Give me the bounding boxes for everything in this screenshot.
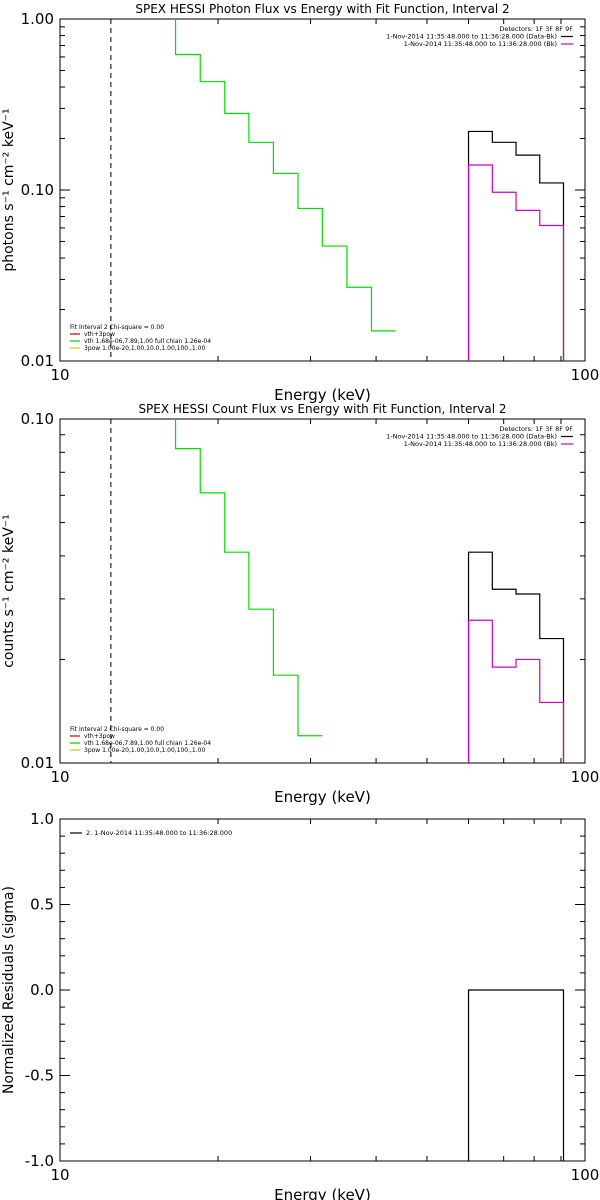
legend: Detectors: 1F 3F 8F 9F1-Nov-2014 11:35:4… (386, 425, 573, 448)
fit-info-line: vth+3pow (84, 733, 115, 740)
x-tick-label: 10 (50, 768, 69, 786)
legend-entry-label: 1-Nov-2014 11:35:48.000 to 11:36:28.000 … (386, 33, 557, 41)
series-model (174, 419, 323, 737)
legend: 2. 1-Nov-2014 11:35:48.000 to 11:36:28.0… (70, 829, 232, 837)
y-tick-label: 1.00 (21, 10, 54, 28)
y-tick-label: -0.5 (25, 1067, 54, 1085)
series-data (467, 551, 565, 763)
y-tick-label: 1.0 (30, 810, 54, 828)
chart-2: SPEX HESSI Count Flux vs Energy with Fit… (1, 402, 600, 806)
series-line-residuals (467, 989, 565, 1161)
x-axis-label: Energy (keV) (274, 788, 371, 806)
legend-entry-label: 2. 1-Nov-2014 11:35:48.000 to 11:36:28.0… (86, 829, 232, 837)
fit-info-line: vth 1.68e-06,7.89,1.00 full chian 1.26e-… (84, 338, 211, 345)
y-tick-label: 0.01 (21, 754, 54, 772)
series-line-model (174, 19, 396, 332)
y-axis-label: photons s⁻¹ cm⁻² keV⁻¹ (1, 108, 17, 271)
fit-info: Fit Interval 2 Chi-square = 0.00vth+3pow… (70, 324, 211, 352)
series-line-background (467, 164, 565, 361)
legend-entry-label: 1-Nov-2014 11:35:48.000 to 11:36:28.000 … (404, 440, 557, 448)
x-tick-label: 100 (571, 366, 600, 384)
series-model (174, 19, 396, 332)
series-line-data (467, 551, 565, 763)
x-tick-label: 10 (50, 1166, 69, 1184)
x-axis-label: Energy (keV) (274, 386, 371, 404)
series-line-data (467, 130, 565, 361)
fit-info-line: Fit Interval 2 Chi-square = 0.00 (70, 726, 164, 733)
y-axis-label: Normalized Residuals (sigma) (1, 886, 17, 1094)
legend-entry-label: 1-Nov-2014 11:35:48.000 to 11:36:28.000 … (404, 40, 557, 48)
plot-frame (59, 418, 586, 764)
y-tick-label: 0.10 (21, 181, 54, 199)
fit-info-line: 3pow 1.00e-20,1.00,10.0,1.00,100.,1.00 (84, 345, 205, 352)
chart-title: SPEX HESSI Photon Flux vs Energy with Fi… (135, 2, 509, 16)
series-line-background (467, 619, 565, 763)
series-data (467, 130, 565, 361)
series-line-model (174, 419, 323, 737)
chart-title: SPEX HESSI Count Flux vs Energy with Fit… (138, 402, 506, 416)
fit-info: Fit Interval 2 Chi-square = 0.00vth+3pow… (70, 726, 211, 754)
chart-1: SPEX HESSI Photon Flux vs Energy with Fi… (1, 2, 600, 404)
legend-header: Detectors: 1F 3F 8F 9F (499, 25, 573, 33)
series-background (467, 164, 565, 361)
fit-info-line: Fit Interval 2 Chi-square = 0.00 (70, 324, 164, 331)
legend-entry-label: 1-Nov-2014 11:35:48.000 to 11:36:28.000 … (386, 433, 557, 441)
legend-header: Detectors: 1F 3F 8F 9F (499, 425, 573, 433)
plot-frame (59, 18, 586, 362)
fit-info-line: vth 1.68e-06,7.89,1.00 full chian 1.26e-… (84, 740, 211, 747)
fit-info-line: 3pow 1.00e-20,1.00,10.0,1.00,100.,1.00 (84, 747, 205, 754)
y-tick-label: 0.10 (21, 410, 54, 428)
legend: Detectors: 1F 3F 8F 9F1-Nov-2014 11:35:4… (386, 25, 573, 48)
fit-info-line: vth+3pow (84, 331, 115, 338)
y-axis-label: counts s⁻¹ cm⁻² keV⁻¹ (1, 514, 17, 668)
series-residuals (467, 989, 565, 1161)
x-tick-label: 100 (571, 1166, 600, 1184)
y-tick-label: -1.0 (25, 1152, 54, 1170)
series-background (467, 619, 565, 763)
y-tick-label: 0.01 (21, 352, 54, 370)
y-tick-label: 0.0 (30, 981, 54, 999)
x-axis-label: Energy (keV) (274, 1186, 371, 1200)
x-tick-label: 10 (50, 366, 69, 384)
chart-3: 10 100 Energy (keV) -1.0 -0.5 0.0 0.5 1.0 Normal… (1, 810, 599, 1200)
y-tick-label: 0.5 (30, 896, 54, 914)
x-tick-label: 100 (571, 768, 600, 786)
